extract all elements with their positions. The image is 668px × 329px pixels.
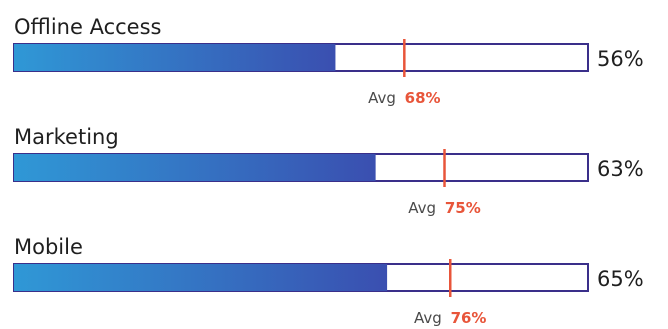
bullet-row: Mobile 65% Avg 76%: [13, 235, 644, 327]
average-value: 68%: [405, 89, 441, 107]
average-label: Avg 75%: [408, 199, 480, 217]
average-value: 75%: [445, 199, 481, 217]
category-label: Mobile: [14, 235, 83, 259]
average-label: Avg 76%: [414, 309, 486, 327]
average-prefix: Avg: [408, 199, 436, 217]
value-label: 63%: [597, 157, 644, 181]
bullet-row: Marketing 63% Avg 75%: [13, 125, 644, 217]
average-prefix: Avg: [368, 89, 396, 107]
average-prefix: Avg: [414, 309, 442, 327]
value-label: 56%: [597, 47, 644, 71]
average-label: Avg 68%: [368, 89, 440, 107]
value-label: 65%: [597, 267, 644, 291]
average-value: 76%: [451, 309, 487, 327]
category-label: Marketing: [14, 125, 119, 149]
bullet-row: Offline Access 56% Avg 68%: [13, 15, 644, 107]
bar-fill: [14, 264, 388, 291]
category-label: Offline Access: [14, 15, 161, 39]
bar-fill: [14, 154, 376, 181]
bar-fill: [14, 44, 336, 71]
